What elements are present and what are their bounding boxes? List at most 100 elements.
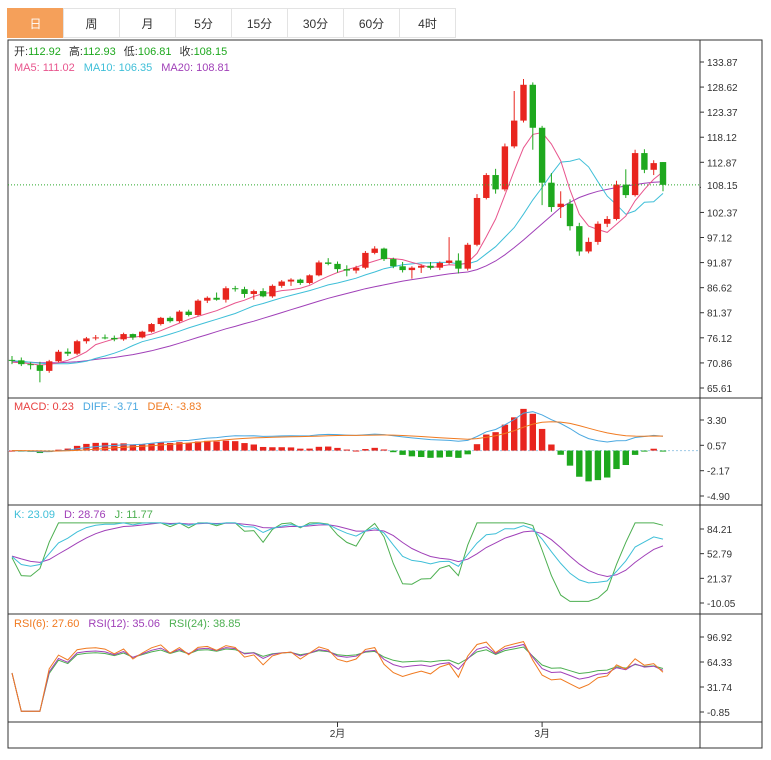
candle-body	[576, 226, 583, 252]
tab-2[interactable]: 月	[119, 8, 176, 38]
rsi-item-0: RSI(6): 27.60	[14, 618, 79, 630]
candle-body	[73, 341, 81, 354]
candle-61	[576, 222, 583, 256]
candle-body	[36, 365, 44, 371]
macd-plot	[8, 408, 700, 482]
candle-body	[604, 218, 611, 224]
macd-bar-47	[445, 450, 453, 457]
candle-body	[148, 324, 155, 332]
macd-bar-10	[101, 442, 109, 451]
candle-33	[315, 260, 323, 277]
candle-body	[418, 265, 425, 268]
outer-border	[7, 39, 763, 749]
ohlc-colon: :	[80, 46, 83, 58]
macd-bar-30	[287, 447, 295, 451]
kdj-tick-label-3: -10.05	[707, 599, 736, 610]
candle-body	[269, 285, 276, 297]
macd-bar-13	[129, 444, 137, 451]
macd-bar-55	[520, 408, 527, 451]
candle-body	[585, 241, 592, 252]
candle-24	[232, 285, 239, 292]
candle-body	[427, 265, 434, 268]
tab-6[interactable]: 60分	[343, 8, 400, 38]
rsi6-line	[11, 641, 664, 712]
candle-41	[390, 257, 397, 269]
macd-item-2: DEA: -3.83	[148, 401, 202, 413]
candle-body	[557, 203, 564, 208]
candle-body	[566, 203, 574, 227]
candle-68	[641, 149, 648, 174]
macd-bar-57	[538, 428, 546, 451]
candle-29	[278, 280, 285, 288]
macd-bar-48	[455, 450, 462, 458]
macd-bar-66	[622, 450, 629, 466]
macd-bar-22	[213, 441, 220, 451]
candle-60	[566, 199, 574, 231]
candle-body	[548, 182, 555, 208]
price-tick-label-0: 133.87	[707, 58, 738, 69]
candle-7	[73, 339, 81, 356]
candle-body	[464, 244, 471, 269]
candle-body	[538, 127, 546, 183]
ohlc-legend: 开:112.92 高:112.93 低:106.81 收:108.15	[14, 44, 227, 58]
candle-59	[557, 191, 564, 219]
macd-bar-65	[613, 450, 620, 470]
candle-8	[83, 336, 90, 344]
tab-4[interactable]: 15分	[231, 8, 288, 38]
ohlc-key-3: 收	[180, 44, 191, 58]
rsi-item-1: RSI(12): 35.06	[88, 618, 160, 630]
candle-body	[222, 288, 230, 300]
candle-46	[436, 261, 443, 271]
candle-body	[27, 364, 34, 366]
candle-body	[306, 275, 313, 283]
candle-body	[492, 175, 499, 190]
macd-bar-69	[650, 448, 657, 451]
macd-bar-31	[297, 448, 304, 451]
tab-7[interactable]: 4时	[399, 8, 456, 38]
candle-51	[483, 173, 490, 200]
candle-5	[55, 349, 62, 363]
macd-bar-36	[343, 449, 350, 451]
kdj-tick-label-1: 52.79	[707, 550, 732, 561]
rsi-axis: 96.92 64.33 31.74 -0.85	[700, 633, 732, 719]
candle-57	[538, 125, 546, 206]
candle-18	[176, 310, 183, 323]
macd-tick-label-2: -2.17	[707, 467, 730, 478]
candle-body	[18, 360, 25, 365]
kdj-item-2: J: 11.77	[115, 509, 153, 521]
candle-43	[408, 266, 416, 279]
candle-13	[129, 333, 137, 340]
candle-body	[232, 288, 239, 290]
price-tick-label-13: 65.61	[707, 384, 732, 395]
candle-body	[622, 184, 629, 196]
price-tick-label-3: 118.12	[707, 133, 737, 144]
candle-35	[334, 261, 341, 273]
tab-0[interactable]: 日	[7, 8, 64, 38]
candle-69	[650, 160, 657, 176]
candle-40	[380, 247, 388, 262]
d-line	[11, 522, 664, 578]
tab-1[interactable]: 周	[63, 8, 120, 38]
price-tick-label-7: 97.12	[707, 234, 732, 245]
rsi-tick-label-1: 64.33	[707, 658, 732, 669]
macd-bar-64	[604, 450, 611, 478]
macd-bar-53	[501, 424, 509, 451]
candle-body	[325, 262, 332, 264]
candle-body	[287, 279, 295, 282]
candle-16	[157, 316, 164, 326]
macd-bar-50	[473, 444, 481, 451]
macd-bar-37	[352, 450, 360, 452]
candle-body	[194, 300, 202, 315]
price-tick-label-12: 70.86	[707, 359, 732, 370]
ohlc-colon: :	[135, 46, 138, 58]
macd-bar-54	[511, 417, 518, 451]
candle-0	[8, 356, 16, 365]
candle-34	[325, 258, 332, 266]
macd-item-0: MACD: 0.23	[14, 401, 74, 413]
candle-body	[101, 337, 109, 339]
macd-bar-27	[259, 446, 267, 451]
candle-39	[371, 246, 378, 255]
candle-63	[594, 221, 602, 245]
candle-58	[548, 173, 555, 212]
candle-53	[501, 143, 509, 192]
